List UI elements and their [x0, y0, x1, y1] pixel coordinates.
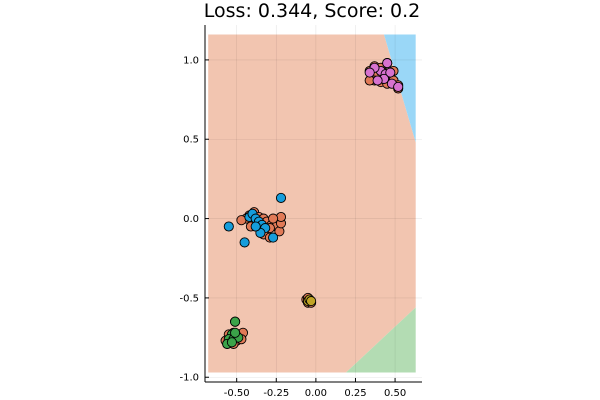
- x-tick-label: -0.50: [224, 388, 250, 399]
- axes: -0.50 -0.25 0.00 0.25 0.50 -1.0 -0.5 0.0 0.5 1.0: [179, 25, 422, 399]
- data-point: [250, 221, 261, 232]
- data-point: [275, 192, 287, 203]
- x-tick-label: -0.25: [263, 388, 289, 399]
- data-point: [385, 67, 396, 78]
- data-point: [306, 296, 317, 307]
- y-tick-label: -0.5: [179, 293, 199, 304]
- y-tick-label: 0.0: [183, 214, 199, 225]
- data-point: [230, 327, 241, 338]
- region-green: [346, 307, 416, 373]
- data-point: [223, 221, 234, 232]
- y-tick-label: 0.5: [183, 135, 199, 146]
- y-tick-label: -1.0: [179, 373, 199, 384]
- data-point: [230, 316, 241, 327]
- chart-title: Loss: 0.344, Score: 0.2: [204, 0, 420, 22]
- data-point: [268, 232, 279, 243]
- data-point: [364, 67, 375, 78]
- data-point: [239, 237, 250, 248]
- data-point: [393, 81, 404, 92]
- x-tick-label: 0.25: [344, 388, 366, 399]
- y-tick-label: 1.0: [183, 55, 199, 66]
- x-tick-label: 0.50: [384, 388, 406, 399]
- region-orange: [208, 34, 416, 373]
- data-point: [382, 58, 393, 69]
- x-tick-label: 0.00: [305, 388, 327, 399]
- data-points: [220, 58, 404, 349]
- data-point: [372, 75, 383, 86]
- data-point: [226, 337, 237, 348]
- data-point: [268, 213, 279, 224]
